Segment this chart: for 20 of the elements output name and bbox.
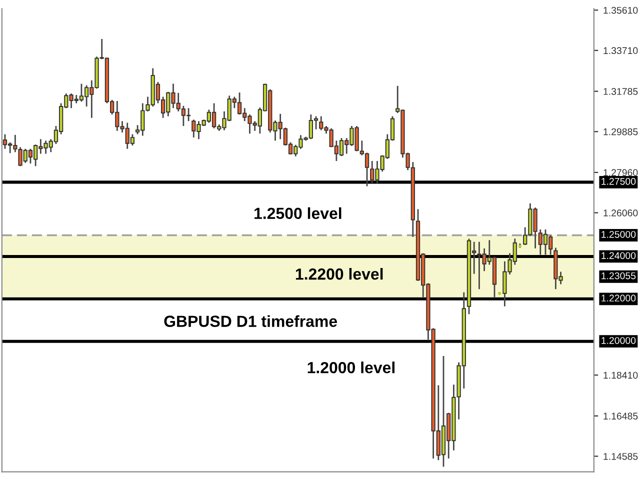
- y-tick-label: 1.29885: [604, 128, 638, 136]
- annotation: 1.2500 level: [254, 207, 342, 220]
- text: 1.23055: [602, 272, 636, 280]
- y-tick-label: 1.33710: [604, 47, 638, 54]
- ref-line-label: 1.20000: [602, 337, 636, 344]
- ref-line-label: 1.25000: [602, 230, 636, 238]
- ref-line-label: 1.24000: [602, 252, 636, 260]
- y-tick-label: 1.16485: [604, 412, 638, 420]
- candlestick: [523, 226, 528, 246]
- ref-line-label: 1.22000: [602, 294, 636, 302]
- ref-line-label: 1.27500: [602, 178, 636, 185]
- annotation: 1.2200 level: [296, 268, 383, 280]
- y-tick-label: 1.35610: [604, 6, 638, 14]
- y-tick-label: 1.18410: [604, 372, 638, 379]
- annotation: 1.2000 level: [308, 362, 394, 374]
- y-tick-label: 1.27960: [604, 169, 638, 176]
- y-tick-label: 1.26060: [604, 209, 638, 216]
- annotation: GBPUSD D1 timeframe: [164, 315, 337, 327]
- y-tick-label: 1.31785: [604, 88, 638, 95]
- y-tick-label: 1.14585: [604, 452, 638, 460]
